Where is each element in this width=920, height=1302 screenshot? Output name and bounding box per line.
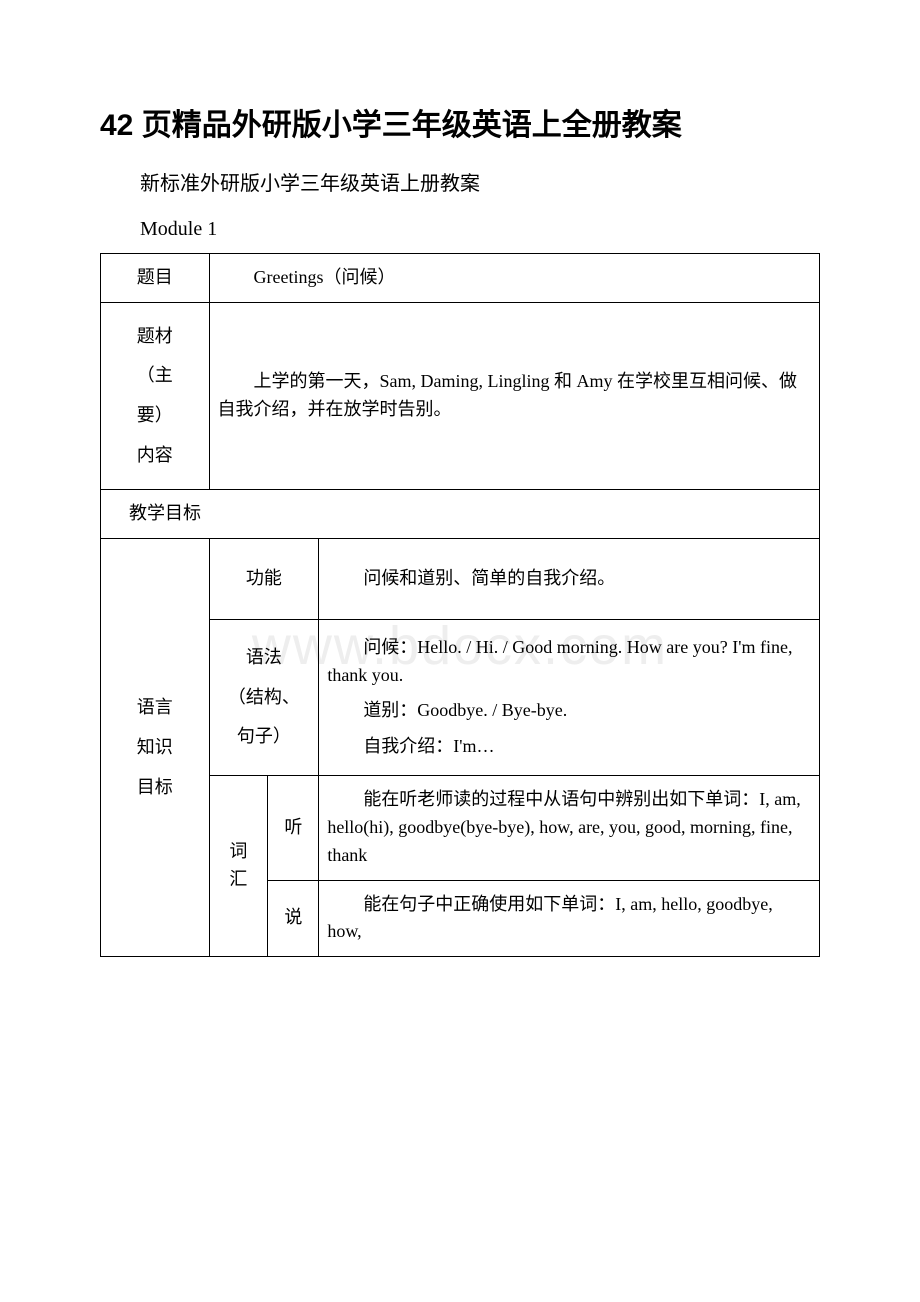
table-row: 语法 （结构、 句子） 问候：Hello. / Hi. / Good morni… (101, 620, 820, 776)
function-value: 问候和道别、简单的自我介绍。 (319, 539, 820, 620)
table-row: 教学目标 (101, 490, 820, 539)
intro-text: 新标准外研版小学三年级英语上册教案 (100, 168, 820, 200)
page-title: 42 页精品外研版小学三年级英语上全册教案 (100, 100, 820, 144)
lang-goal-line2: 知识 (137, 737, 173, 757)
grammar-p3: 自我介绍：I'm… (327, 733, 811, 761)
table-row: 语言 知识 目标 功能 问候和道别、简单的自我介绍。 (101, 539, 820, 620)
grammar-line1: 语法 (246, 647, 282, 667)
theme-label-line2: （主要） (137, 365, 173, 425)
table-row: 题材 （主要） 内容 上学的第一天，Sam, Daming, Lingling … (101, 302, 820, 489)
speak-value: 能在句子中正确使用如下单词：I, am, hello, goodbye, how… (319, 880, 820, 957)
lang-goal-label: 语言 知识 目标 (101, 539, 210, 957)
table-row: 题目 Greetings（问候） (101, 254, 820, 303)
lang-goal-line1: 语言 (137, 697, 173, 717)
grammar-label: 语法 （结构、 句子） (209, 620, 319, 776)
theme-value: 上学的第一天，Sam, Daming, Lingling 和 Amy 在学校里互… (209, 302, 819, 489)
speak-label: 说 (268, 880, 319, 957)
listen-label: 听 (268, 775, 319, 880)
grammar-p2: 道别：Goodbye. / Bye-bye. (327, 697, 811, 725)
theme-label: 题材 （主要） 内容 (101, 302, 210, 489)
goal-label: 教学目标 (101, 490, 820, 539)
table-row: 词汇 听 能在听老师读的过程中从语句中辨别出如下单词：I, am, hello(… (101, 775, 820, 880)
grammar-value: 问候：Hello. / Hi. / Good morning. How are … (319, 620, 820, 776)
grammar-line3: 句子） (237, 726, 291, 746)
lang-goal-line3: 目标 (137, 777, 173, 797)
lesson-plan-table: 题目 Greetings（问候） 题材 （主要） 内容 上学的第一天，Sam, … (100, 253, 820, 957)
grammar-p1: 问候：Hello. / Hi. / Good morning. How are … (327, 634, 811, 690)
topic-label: 题目 (101, 254, 210, 303)
topic-value: Greetings（问候） (209, 254, 819, 303)
grammar-line2: （结构、 (228, 687, 300, 707)
function-label: 功能 (209, 539, 319, 620)
listen-value: 能在听老师读的过程中从语句中辨别出如下单词：I, am, hello(hi), … (319, 775, 820, 880)
module-label: Module 1 (100, 218, 820, 241)
theme-label-line3: 内容 (137, 445, 173, 465)
vocab-label: 词汇 (209, 775, 268, 956)
theme-label-line1: 题材 (137, 326, 173, 346)
